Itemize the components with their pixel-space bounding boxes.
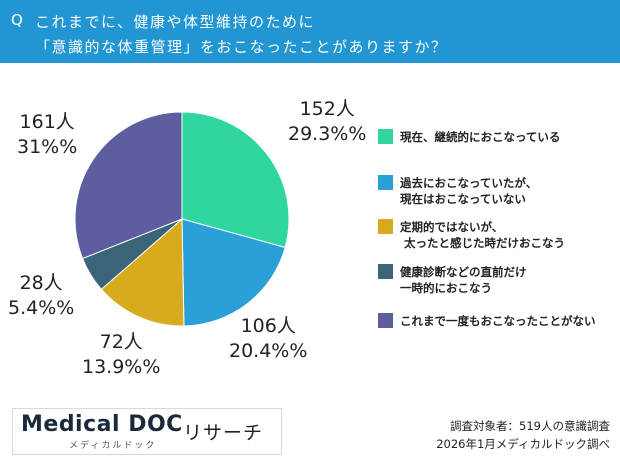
slice-count-label: 106人 — [240, 315, 296, 337]
source-line-1: 調査対象者：519人の意識調査 — [450, 419, 610, 433]
slice-count-label: 152人 — [299, 98, 355, 120]
slice-percent-label: 5.4%% — [8, 297, 75, 319]
pie-slice-2 — [181, 218, 286, 327]
pie-slice-5 — [74, 111, 183, 260]
slice-count-label: 28人 — [19, 272, 63, 294]
source-note: 調査対象者：519人の意識調査 2026年1月メディカルドック調べ — [436, 417, 610, 453]
brand-suffix: リサーチ — [183, 422, 264, 444]
legend-swatch — [378, 264, 393, 279]
slice-count-label: 72人 — [99, 331, 143, 353]
slice-label-4: 28人 5.4%% — [8, 271, 74, 321]
question-line-2: 「意識的な体重管理」をおこなったことがありますか？ — [35, 38, 448, 56]
slice-percent-label: 20.4%% — [229, 340, 308, 362]
pie-slice-3 — [100, 217, 185, 327]
legend-label: これまで一度もおこなったことがない — [400, 314, 596, 328]
legend-label: 過去におこなっていたが、 現在はおこなっていない — [400, 176, 538, 206]
legend-label: 健康診断などの直前だけ 一時的におこなう — [400, 265, 527, 295]
slice-label-3: 72人 13.9%% — [82, 330, 160, 380]
legend-swatch — [378, 129, 393, 144]
slice-label-1: 152人 29.3%% — [288, 97, 366, 147]
legend-label: 現在、継続的におこなっている — [400, 130, 561, 144]
brand-logo: Medical DOC — [21, 412, 183, 437]
question-line-1: これまでに、健康や体型維持のために — [35, 13, 316, 31]
slice-percent-label: 29.3%% — [288, 123, 367, 145]
slice-percent-label: 31%% — [17, 136, 78, 158]
pie-slice-1 — [181, 111, 290, 249]
brand-logo-box: Medical DOC メディカルドック リサーチ — [12, 408, 282, 455]
pie-chart — [74, 111, 290, 327]
slice-label-5: 161人 31%% — [17, 110, 77, 160]
slice-count-label: 161人 — [19, 111, 75, 133]
brand-logo-sub: メディカルドック — [69, 441, 157, 451]
legend-swatch — [378, 175, 393, 190]
slice-percent-label: 13.9%% — [82, 356, 161, 378]
legend-swatch — [378, 313, 393, 328]
question-header: Q これまでに、健康や体型維持のために 「意識的な体重管理」をおこなったことがあ… — [0, 0, 620, 63]
legend-label: 定期的ではないが、 太ったと感じた時だけおこなう — [400, 220, 565, 250]
legend-swatch — [378, 219, 393, 234]
question-prefix: Q — [11, 11, 24, 29]
slice-label-2: 106人 20.4%% — [229, 314, 307, 364]
source-line-2: 2026年1月メディカルドック調べ — [436, 437, 610, 451]
